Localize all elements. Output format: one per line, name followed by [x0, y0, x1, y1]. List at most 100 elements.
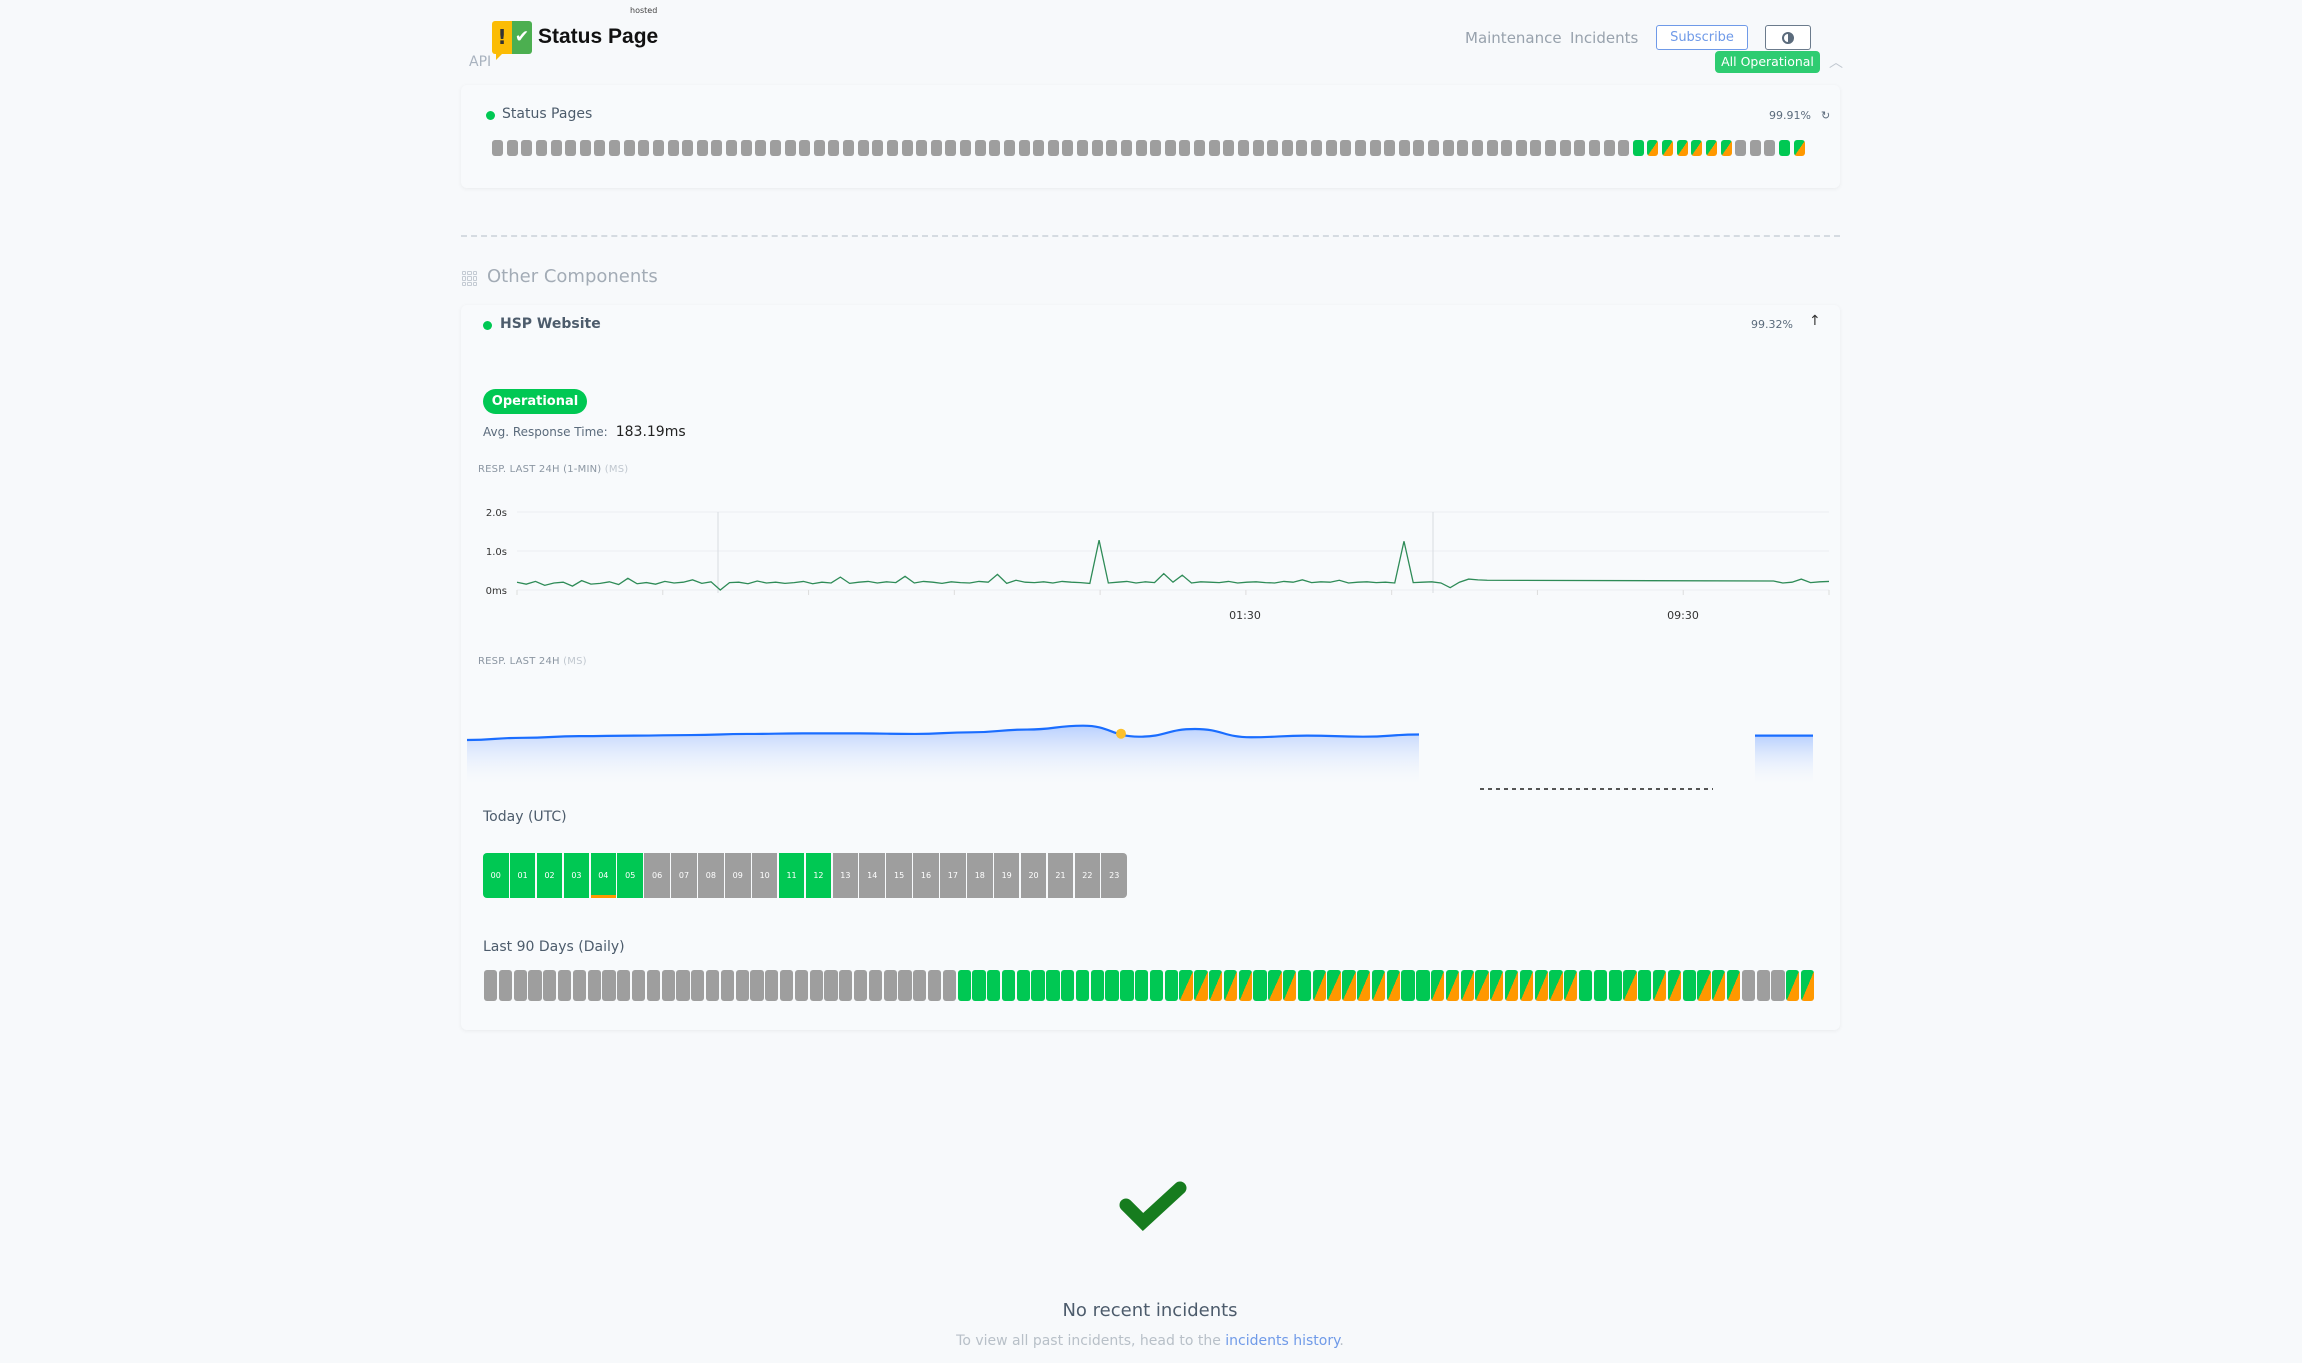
day-bar[interactable] [913, 970, 927, 1001]
day-bar[interactable] [1574, 140, 1586, 156]
day-bar[interactable] [1534, 970, 1548, 1001]
day-bar[interactable] [735, 970, 749, 1001]
day-bar[interactable] [1297, 970, 1312, 1001]
day-bar[interactable] [667, 140, 679, 156]
day-bar[interactable] [513, 970, 527, 1001]
day-bar[interactable] [868, 970, 883, 1001]
day-bar[interactable] [740, 140, 752, 156]
day-bar[interactable] [492, 140, 503, 156]
day-bar[interactable] [1001, 970, 1016, 1001]
day-bar[interactable] [711, 140, 723, 156]
hour-bar[interactable]: 20 [1020, 853, 1047, 898]
hour-bar[interactable]: 00 [483, 853, 509, 898]
day-bar[interactable] [1618, 140, 1630, 156]
day-bar[interactable] [1697, 970, 1711, 1001]
day-bar[interactable] [1016, 970, 1030, 1001]
day-bar[interactable] [1632, 140, 1644, 156]
day-bar[interactable] [652, 140, 664, 156]
day-bar[interactable] [1223, 140, 1235, 156]
day-bar[interactable] [927, 970, 942, 1001]
day-bar[interactable] [755, 140, 767, 156]
hour-bar[interactable]: 18 [967, 853, 993, 898]
day-bar[interactable] [1741, 970, 1756, 1001]
day-bar[interactable] [784, 140, 796, 156]
day-bar[interactable] [1667, 970, 1682, 1001]
day-bar[interactable] [1486, 140, 1498, 156]
day-bar[interactable] [1756, 970, 1770, 1001]
day-bar[interactable] [824, 970, 838, 1001]
day-bar[interactable] [972, 970, 986, 1001]
arrow-up-icon[interactable]: ↑ [1809, 313, 1821, 329]
day-bar[interactable] [572, 970, 587, 1001]
day-bar[interactable] [1047, 140, 1059, 156]
theme-toggle-button[interactable] [1765, 25, 1811, 50]
hour-bar[interactable]: 05 [617, 853, 643, 898]
day-bar[interactable] [691, 970, 705, 1001]
day-bar[interactable] [1179, 970, 1193, 1001]
refresh-icon[interactable]: ↻ [1821, 109, 1831, 122]
day-bar[interactable] [1179, 140, 1191, 156]
hour-bar[interactable]: 14 [859, 853, 885, 898]
day-bar[interactable] [498, 970, 513, 1001]
day-bar[interactable] [676, 970, 690, 1001]
day-bar[interactable] [1312, 970, 1326, 1001]
day-bar[interactable] [1793, 140, 1805, 156]
day-bar[interactable] [989, 140, 1001, 156]
day-bar[interactable] [930, 140, 942, 156]
day-bar[interactable] [1691, 140, 1703, 156]
day-bar[interactable] [1428, 140, 1439, 156]
day-bar[interactable] [1003, 140, 1015, 156]
day-bar[interactable] [1354, 140, 1366, 156]
day-bar[interactable] [1549, 970, 1563, 1001]
day-bar[interactable] [1105, 970, 1119, 1001]
day-bar[interactable] [543, 970, 557, 1001]
day-bar[interactable] [696, 140, 708, 156]
hour-bar[interactable]: 19 [993, 853, 1020, 898]
day-bar[interactable] [1296, 140, 1308, 156]
day-bar[interactable] [857, 140, 869, 156]
day-bar[interactable] [1135, 970, 1149, 1001]
component-name[interactable]: Status Pages [502, 106, 593, 122]
day-bar[interactable] [1603, 140, 1615, 156]
day-bar[interactable] [1149, 970, 1164, 1001]
day-bar[interactable] [883, 970, 897, 1001]
logo[interactable]: ! ✔ Status Page [492, 19, 658, 55]
hour-bar[interactable]: 08 [698, 853, 724, 898]
day-bar[interactable] [1046, 970, 1060, 1001]
hour-bar[interactable]: 07 [671, 853, 697, 898]
day-bar[interactable] [1357, 970, 1371, 1001]
day-bar[interactable] [609, 140, 620, 156]
day-bar[interactable] [1457, 140, 1469, 156]
day-bar[interactable] [1311, 140, 1322, 156]
hour-bar[interactable]: 13 [832, 853, 859, 898]
day-bar[interactable] [1164, 970, 1178, 1001]
day-bar[interactable] [638, 140, 650, 156]
hour-bar[interactable]: 02 [536, 853, 563, 898]
day-bar[interactable] [1519, 970, 1534, 1001]
day-bar[interactable] [945, 140, 957, 156]
day-bar[interactable] [1442, 140, 1454, 156]
day-bar[interactable] [1208, 140, 1220, 156]
day-bar[interactable] [565, 140, 577, 156]
day-bar[interactable] [872, 140, 884, 156]
day-bar[interactable] [1384, 140, 1396, 156]
day-bar[interactable] [1283, 970, 1297, 1001]
day-bar[interactable] [1530, 140, 1542, 156]
day-bar[interactable] [1194, 970, 1208, 1001]
day-bar[interactable] [1682, 970, 1696, 1001]
day-bar[interactable] [1281, 140, 1293, 156]
day-bar[interactable] [726, 140, 737, 156]
day-bar[interactable] [1398, 140, 1410, 156]
day-bar[interactable] [661, 970, 675, 1001]
day-bar[interactable] [1325, 140, 1337, 156]
day-bar[interactable] [1764, 140, 1776, 156]
day-bar[interactable] [765, 970, 779, 1001]
day-bar[interactable] [646, 970, 661, 1001]
day-bar[interactable] [839, 970, 853, 1001]
day-bar[interactable] [779, 970, 794, 1001]
day-bar[interactable] [506, 140, 518, 156]
day-bar[interactable] [942, 970, 956, 1001]
day-bar[interactable] [1386, 970, 1400, 1001]
day-bar[interactable] [1471, 140, 1483, 156]
day-bar[interactable] [853, 970, 868, 1001]
